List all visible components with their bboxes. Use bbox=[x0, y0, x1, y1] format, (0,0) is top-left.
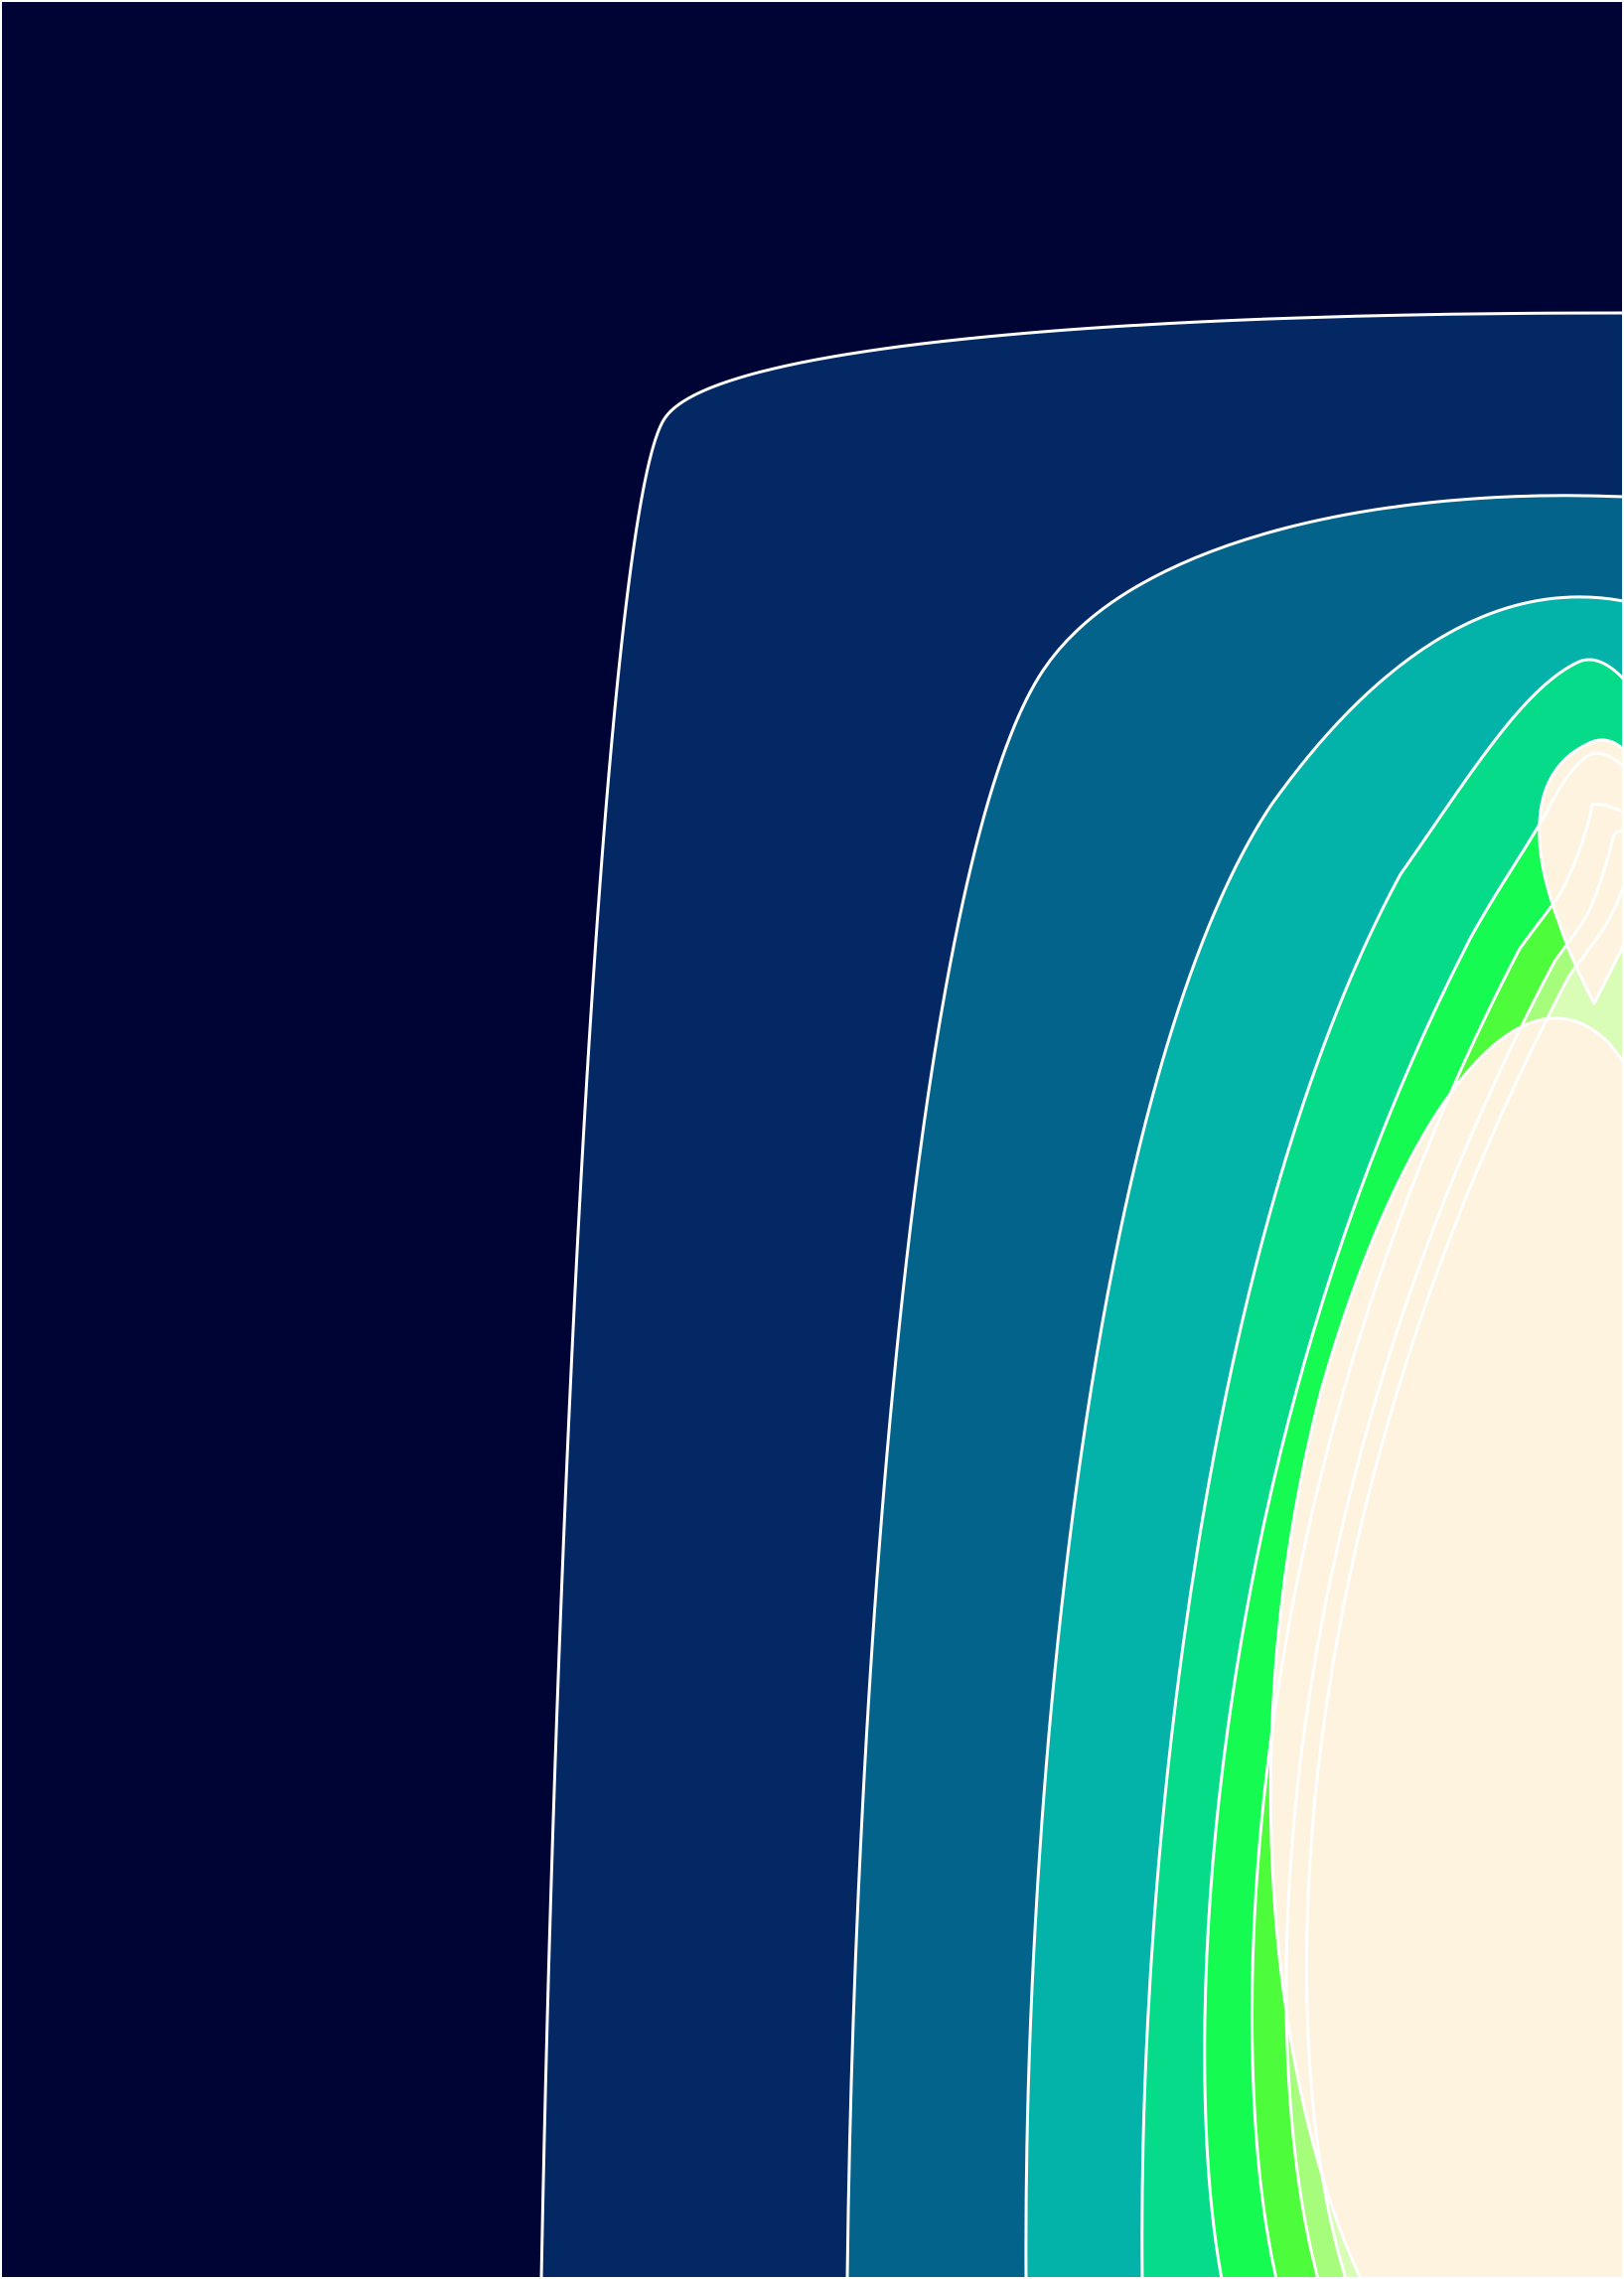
band-level-9 bbox=[1270, 1017, 1624, 2279]
contour-lines bbox=[539, 311, 1624, 2279]
contour-line-8 bbox=[1305, 883, 1624, 2279]
contour-line-5 bbox=[1203, 751, 1624, 2279]
contour-bands bbox=[541, 313, 1624, 2279]
contour-line-2 bbox=[845, 494, 1624, 2279]
contour-line-9 bbox=[1268, 1016, 1624, 2279]
contour-line-4 bbox=[1140, 658, 1624, 2279]
contour-line-6 bbox=[1251, 803, 1624, 2279]
contour-line-3 bbox=[1024, 595, 1624, 2279]
contour-line-1 bbox=[539, 311, 1624, 2279]
contour-line-peak bbox=[1538, 738, 1624, 1005]
